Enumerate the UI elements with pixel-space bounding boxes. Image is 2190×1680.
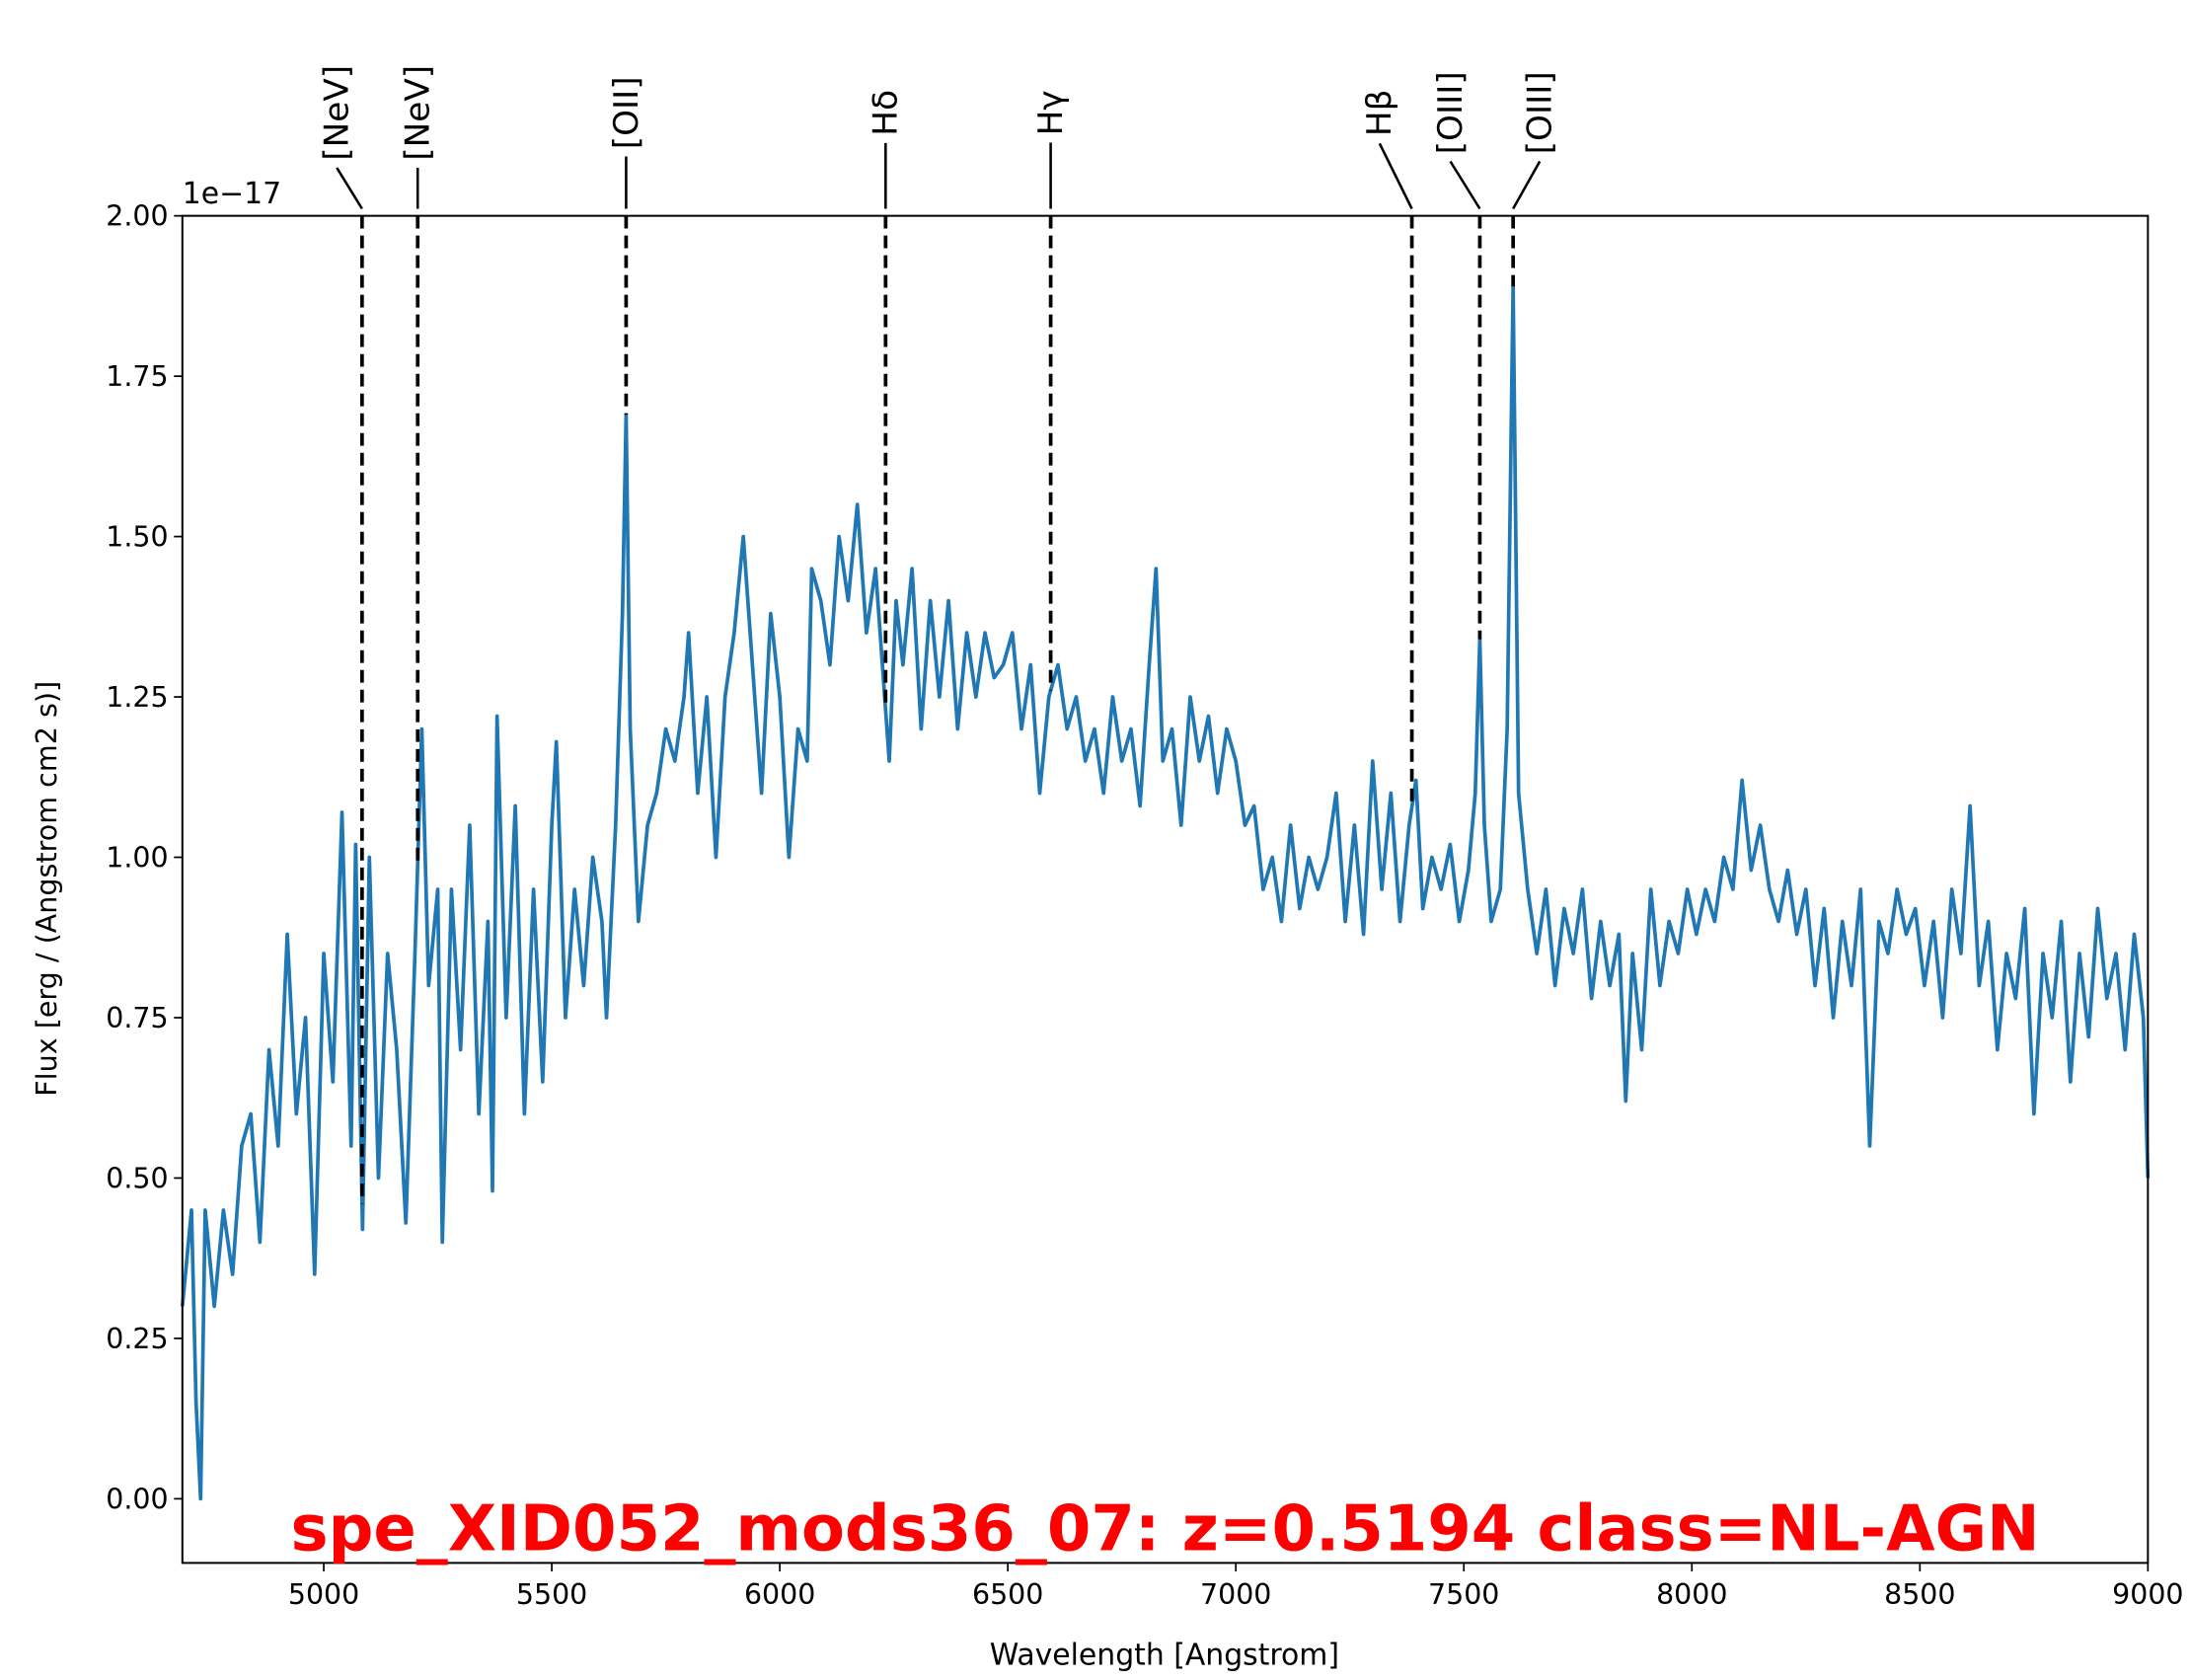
line-leader: [1512, 160, 1542, 210]
x-tick-label: 6000: [744, 1578, 815, 1611]
line-leader: [1378, 142, 1413, 210]
y-tick-label: 1.00: [106, 841, 168, 874]
y-tick-label: 1.75: [106, 360, 168, 393]
line-label: Hδ: [867, 90, 906, 136]
line-label: Hγ: [1031, 90, 1071, 135]
line-leader: [1449, 160, 1481, 210]
chart-title: spe_XID052_mods36_07: z=0.5194 class=NL-…: [291, 1491, 2040, 1565]
line-label: [OIII]: [1431, 71, 1471, 154]
y-offset-label: 1e−17: [183, 177, 281, 211]
y-tick-label: 1.50: [106, 521, 168, 554]
x-tick-label: 9000: [2112, 1578, 2183, 1611]
y-tick-label: 2.00: [106, 200, 168, 233]
x-tick-label: 8500: [1884, 1578, 1955, 1611]
line-label: [OII]: [607, 76, 646, 149]
y-tick-label: 0.75: [106, 1002, 168, 1034]
plot-frame: [181, 214, 2150, 1565]
line-label: [NeV]: [399, 65, 438, 161]
spectrum-line: [180, 284, 2151, 1501]
line-label: [OIII]: [1521, 71, 1560, 154]
line-label: Hβ: [1360, 89, 1399, 136]
y-tick-label: 0.25: [106, 1323, 168, 1355]
x-tick-label: 5000: [288, 1578, 359, 1611]
x-tick-label: 6500: [972, 1578, 1043, 1611]
y-tick-label: 0.00: [106, 1483, 168, 1515]
x-axis-label: Wavelength [Angstrom]: [990, 1638, 1339, 1672]
y-tick-label: 0.50: [106, 1162, 168, 1194]
y-axis-label: Flux [erg / (Angstrom cm2 s)]: [31, 681, 63, 1097]
x-tick-label: 8000: [1656, 1578, 1727, 1611]
line-leader: [336, 167, 363, 210]
y-tick-label: 1.25: [106, 681, 168, 714]
x-tick-label: 5500: [516, 1578, 587, 1611]
line-label: [NeV]: [318, 65, 357, 161]
x-tick-label: 7500: [1428, 1578, 1499, 1611]
x-tick-label: 7000: [1200, 1578, 1271, 1611]
